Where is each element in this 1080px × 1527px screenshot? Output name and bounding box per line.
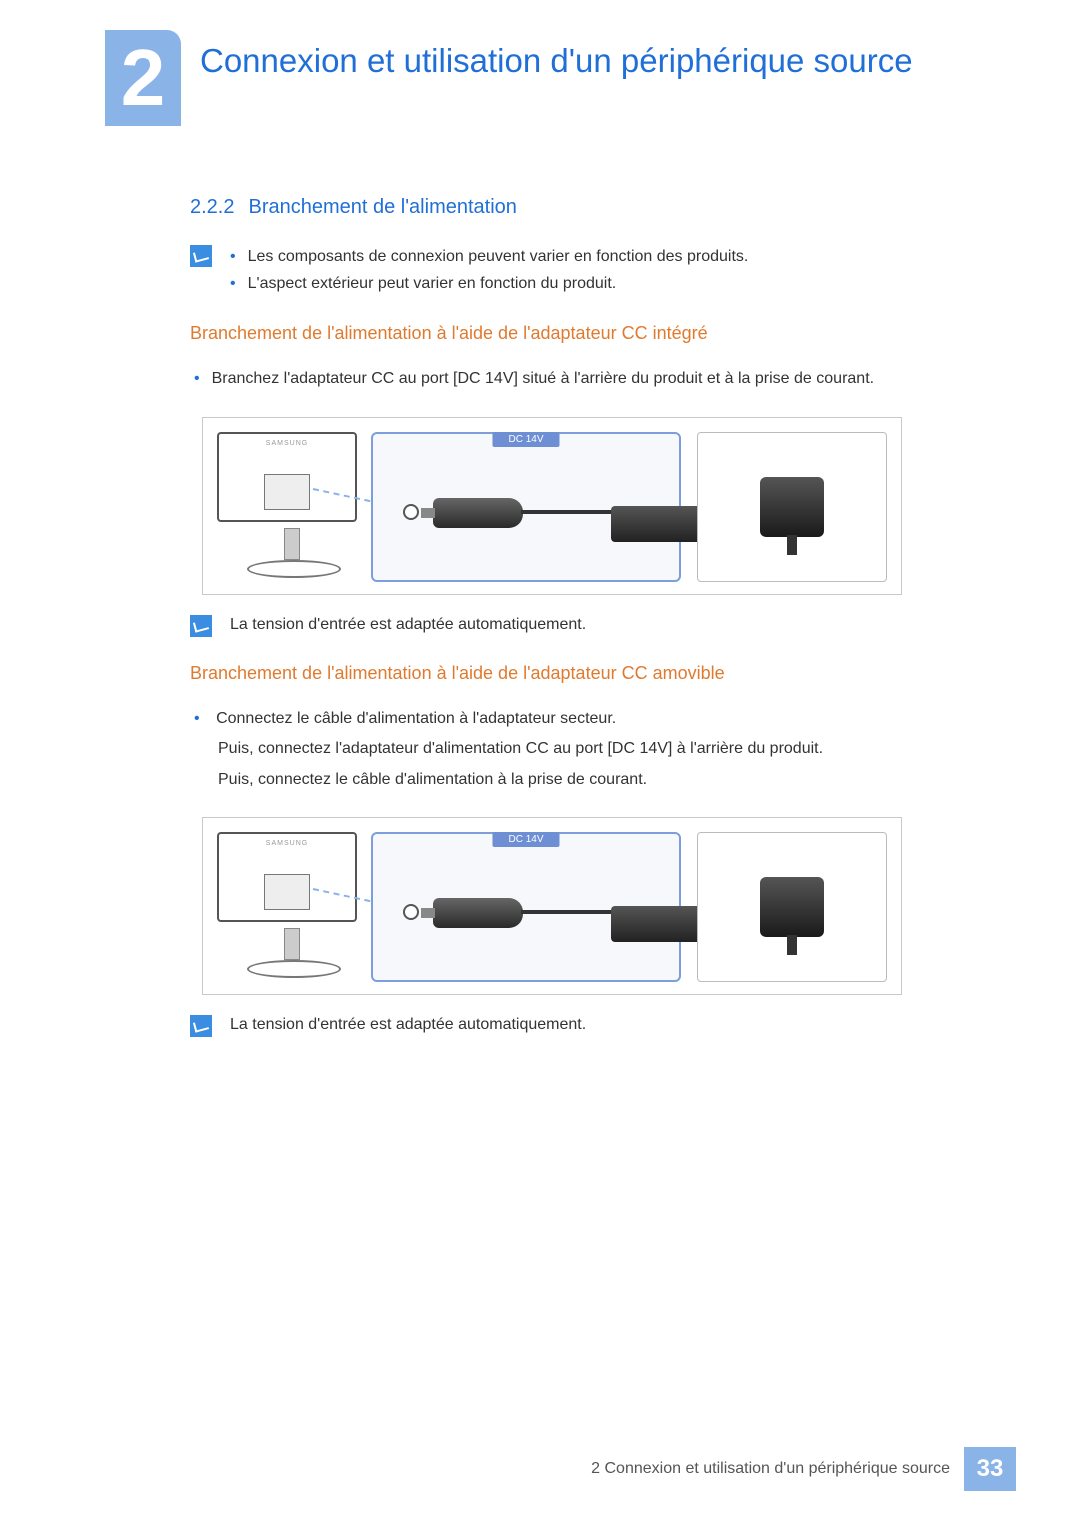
sub2-note-text: La tension d'entrée est adaptée automati… (230, 1016, 586, 1034)
diagram-port-label: DC 14V (492, 832, 559, 847)
intro-note-item: Les composants de connexion peuvent vari… (230, 243, 748, 270)
note-icon (190, 615, 212, 637)
note-icon (190, 245, 212, 267)
diagram-adapter-brick (611, 506, 711, 542)
sub1-bullet: Branchez l'adaptateur CC au port [DC 14V… (218, 364, 950, 394)
diagram-monitor: SAMSUNG (217, 432, 367, 582)
sub2-note: La tension d'entrée est adaptée automati… (190, 1013, 950, 1037)
sub1-note-text: La tension d'entrée est adaptée automati… (230, 616, 586, 634)
sub2-bullet-text: Connectez le câble d'alimentation à l'ad… (216, 710, 616, 727)
sub1-note: La tension d'entrée est adaptée automati… (190, 613, 950, 637)
sub2-line2: Puis, connectez l'adaptateur d'alimentat… (218, 734, 950, 764)
intro-note-item: L'aspect extérieur peut varier en foncti… (230, 270, 748, 297)
sub1-list: Branchez l'adaptateur CC au port [DC 14V… (218, 364, 950, 394)
page-content: 2.2.2 Branchement de l'alimentation Les c… (190, 196, 950, 1045)
sub2-line3: Puis, connectez le câble d'alimentation … (218, 765, 950, 795)
section-title: Branchement de l'alimentation (248, 196, 516, 218)
intro-note-list: Les composants de connexion peuvent vari… (230, 243, 748, 297)
section-heading: 2.2.2 Branchement de l'alimentation (190, 196, 950, 219)
chapter-title: Connexion et utilisation d'un périphériq… (200, 40, 950, 81)
note-icon (190, 1015, 212, 1037)
subsection-heading-2: Branchement de l'alimentation à l'aide d… (190, 663, 950, 684)
footer-text: 2 Connexion et utilisation d'un périphér… (591, 1460, 950, 1478)
page-footer: 2 Connexion et utilisation d'un périphér… (591, 1447, 1016, 1491)
diagram-removable-adapter: SAMSUNG DC 14V (202, 817, 902, 995)
diagram-adapter-brick (611, 906, 711, 942)
sub2-bullet: Connectez le câble d'alimentation à l'ad… (218, 704, 950, 795)
chapter-number: 2 (121, 38, 166, 118)
chapter-badge: 2 (105, 30, 181, 126)
intro-note-block: Les composants de connexion peuvent vari… (190, 243, 950, 297)
diagram-monitor: SAMSUNG (217, 832, 367, 982)
diagram-integrated-adapter: SAMSUNG DC 14V (202, 417, 902, 595)
diagram-brand: SAMSUNG (266, 440, 308, 447)
section-number: 2.2.2 (190, 196, 234, 218)
diagram-wall-outlet (697, 832, 887, 982)
diagram-brand: SAMSUNG (266, 840, 308, 847)
diagram-wall-outlet (697, 432, 887, 582)
footer-page-number: 33 (964, 1447, 1016, 1491)
sub2-list: Connectez le câble d'alimentation à l'ad… (218, 704, 950, 795)
diagram-port-label: DC 14V (492, 432, 559, 447)
subsection-heading-1: Branchement de l'alimentation à l'aide d… (190, 323, 950, 344)
